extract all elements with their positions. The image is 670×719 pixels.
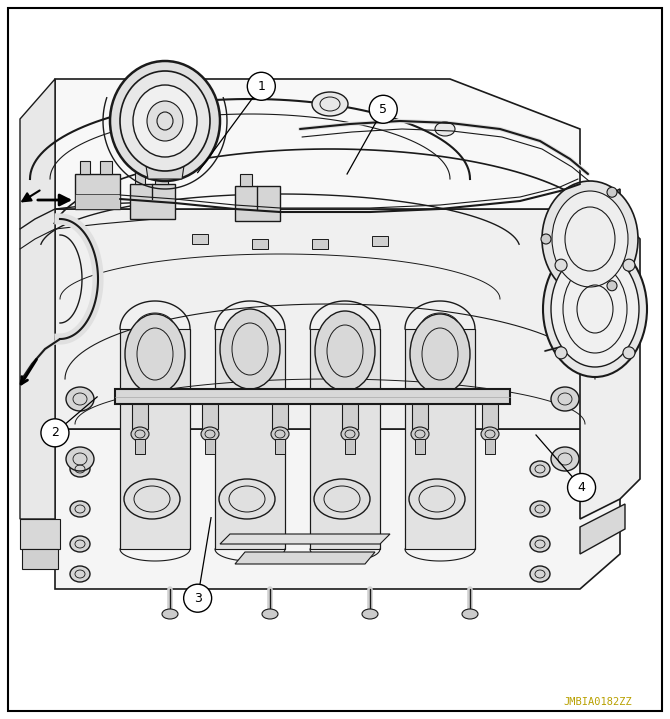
Text: 4: 4	[578, 481, 586, 494]
Polygon shape	[132, 404, 148, 429]
Ellipse shape	[147, 101, 183, 141]
Polygon shape	[155, 171, 168, 184]
Polygon shape	[135, 439, 145, 454]
Polygon shape	[485, 439, 495, 454]
Circle shape	[369, 96, 397, 123]
Circle shape	[567, 474, 596, 501]
Ellipse shape	[530, 501, 550, 517]
Text: JMBIA0182ZZ: JMBIA0182ZZ	[563, 697, 632, 707]
Ellipse shape	[70, 536, 90, 552]
Ellipse shape	[70, 566, 90, 582]
Ellipse shape	[607, 187, 617, 197]
Ellipse shape	[125, 314, 185, 394]
Polygon shape	[215, 329, 285, 549]
Polygon shape	[482, 404, 498, 429]
Polygon shape	[580, 504, 625, 554]
Ellipse shape	[110, 61, 220, 181]
Polygon shape	[345, 439, 355, 454]
Polygon shape	[80, 161, 90, 174]
Polygon shape	[252, 239, 268, 249]
Ellipse shape	[409, 479, 465, 519]
Polygon shape	[20, 79, 55, 519]
Polygon shape	[405, 329, 475, 549]
Ellipse shape	[66, 447, 94, 471]
Ellipse shape	[162, 609, 178, 619]
Text: 2: 2	[51, 426, 59, 439]
Polygon shape	[342, 404, 358, 429]
Polygon shape	[310, 329, 380, 549]
Text: 5: 5	[379, 103, 387, 116]
Polygon shape	[100, 161, 112, 174]
Ellipse shape	[410, 314, 470, 394]
Polygon shape	[235, 186, 280, 221]
Ellipse shape	[607, 280, 617, 290]
Ellipse shape	[435, 122, 455, 136]
Ellipse shape	[70, 461, 90, 477]
Ellipse shape	[315, 311, 375, 391]
Polygon shape	[220, 534, 390, 544]
Ellipse shape	[219, 479, 275, 519]
Ellipse shape	[623, 259, 635, 271]
Polygon shape	[75, 194, 120, 209]
Ellipse shape	[341, 427, 359, 441]
Ellipse shape	[623, 347, 635, 359]
Polygon shape	[415, 439, 425, 454]
Polygon shape	[412, 404, 428, 429]
Polygon shape	[115, 389, 510, 404]
Polygon shape	[55, 189, 620, 429]
Ellipse shape	[462, 609, 478, 619]
Ellipse shape	[411, 427, 429, 441]
Polygon shape	[135, 171, 145, 184]
Polygon shape	[55, 79, 580, 209]
Circle shape	[247, 73, 275, 100]
Ellipse shape	[314, 479, 370, 519]
Polygon shape	[372, 236, 388, 246]
Text: 3: 3	[194, 592, 202, 605]
Circle shape	[41, 419, 69, 446]
Polygon shape	[145, 159, 185, 179]
Ellipse shape	[271, 427, 289, 441]
Circle shape	[184, 585, 212, 612]
Ellipse shape	[551, 447, 579, 471]
Polygon shape	[130, 184, 175, 219]
Polygon shape	[55, 409, 620, 589]
Polygon shape	[272, 404, 288, 429]
Polygon shape	[580, 219, 640, 519]
Ellipse shape	[530, 461, 550, 477]
Polygon shape	[22, 549, 58, 569]
Ellipse shape	[555, 259, 567, 271]
Ellipse shape	[362, 609, 378, 619]
Polygon shape	[20, 519, 60, 549]
Ellipse shape	[70, 501, 90, 517]
Ellipse shape	[530, 536, 550, 552]
Ellipse shape	[201, 427, 219, 441]
Ellipse shape	[124, 479, 180, 519]
Polygon shape	[120, 329, 190, 549]
Text: 1: 1	[257, 80, 265, 93]
Ellipse shape	[551, 251, 639, 367]
Ellipse shape	[541, 234, 551, 244]
Polygon shape	[202, 404, 218, 429]
Ellipse shape	[552, 191, 628, 287]
Ellipse shape	[312, 92, 348, 116]
Ellipse shape	[530, 566, 550, 582]
Ellipse shape	[542, 181, 638, 297]
Ellipse shape	[133, 85, 197, 157]
Ellipse shape	[120, 71, 210, 171]
Ellipse shape	[551, 387, 579, 411]
Ellipse shape	[131, 427, 149, 441]
Ellipse shape	[543, 241, 647, 377]
Polygon shape	[192, 234, 208, 244]
Polygon shape	[205, 439, 215, 454]
Ellipse shape	[66, 387, 94, 411]
Ellipse shape	[481, 427, 499, 441]
Polygon shape	[75, 174, 120, 209]
Polygon shape	[235, 552, 375, 564]
Polygon shape	[240, 174, 252, 186]
Polygon shape	[312, 239, 328, 249]
Ellipse shape	[555, 347, 567, 359]
Polygon shape	[275, 439, 285, 454]
Ellipse shape	[220, 309, 280, 389]
Ellipse shape	[262, 609, 278, 619]
